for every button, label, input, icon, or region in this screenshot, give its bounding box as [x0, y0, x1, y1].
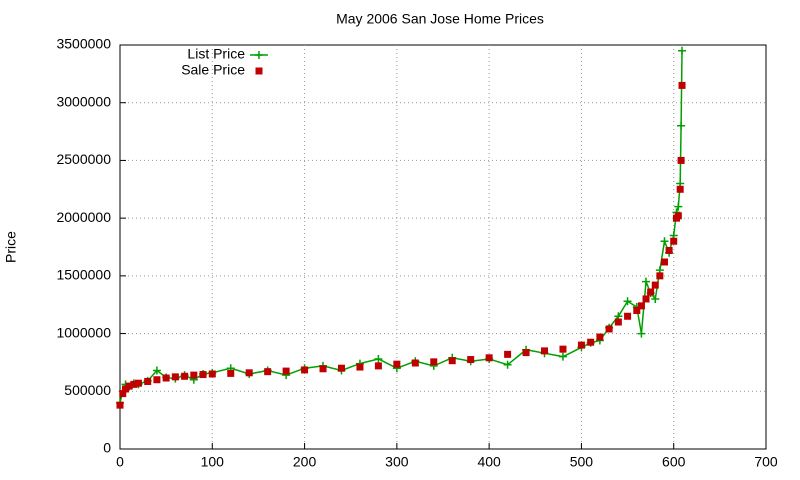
- point-marker: [559, 345, 567, 353]
- y-tick-label: 1000000: [56, 324, 111, 340]
- point-marker: [448, 357, 456, 365]
- point-marker: [623, 297, 632, 306]
- legend-marker: [255, 67, 263, 75]
- point-marker: [301, 366, 309, 374]
- point-marker: [467, 356, 475, 364]
- point-marker: [503, 360, 512, 369]
- point-marker: [541, 347, 549, 355]
- plot-frame: [119, 44, 767, 450]
- x-tick-label: 700: [754, 454, 778, 470]
- point-marker: [614, 318, 622, 326]
- point-marker: [642, 277, 651, 286]
- point-marker: [227, 369, 235, 377]
- point-marker: [171, 373, 179, 381]
- point-marker: [199, 371, 207, 379]
- point-marker: [642, 295, 650, 303]
- point-marker: [208, 370, 216, 378]
- point-marker: [116, 401, 124, 409]
- point-marker: [411, 359, 419, 367]
- point-marker: [130, 380, 138, 388]
- x-tick-label: 600: [662, 454, 686, 470]
- point-marker: [356, 363, 364, 371]
- point-marker: [660, 237, 669, 246]
- point-marker: [665, 246, 673, 254]
- point-marker: [587, 338, 595, 346]
- point-marker: [152, 366, 161, 375]
- x-tick-label: 200: [293, 454, 317, 470]
- point-marker: [485, 354, 493, 362]
- point-marker: [144, 377, 152, 385]
- point-marker: [558, 352, 567, 361]
- point-marker: [119, 390, 127, 398]
- y-tick-label: 3000000: [56, 93, 111, 109]
- point-marker: [319, 365, 327, 373]
- point-marker: [624, 312, 632, 320]
- point-marker: [122, 385, 130, 393]
- point-marker: [181, 372, 189, 380]
- series-line: [119, 50, 683, 404]
- point-marker: [651, 294, 660, 303]
- chart-title: May 2006 San Jose Home Prices: [336, 11, 544, 27]
- point-marker: [162, 374, 170, 382]
- point-marker: [670, 237, 678, 245]
- point-marker: [577, 341, 585, 349]
- point-marker: [337, 364, 345, 372]
- point-marker: [374, 362, 382, 370]
- point-marker: [637, 329, 646, 338]
- point-marker: [678, 81, 686, 89]
- legend-marker: [255, 51, 263, 59]
- point-marker: [125, 382, 133, 390]
- y-axis-label: Price: [3, 231, 19, 263]
- point-marker: [633, 306, 641, 314]
- point-marker: [637, 302, 645, 310]
- y-tick-label: 3500000: [56, 36, 111, 52]
- y-tick-label: 500000: [64, 382, 111, 398]
- legend-label: Sale Price: [181, 62, 245, 78]
- x-tick-label: 300: [385, 454, 409, 470]
- x-tick-label: 500: [570, 454, 594, 470]
- y-tick-label: 1500000: [56, 267, 111, 283]
- point-marker: [134, 379, 142, 387]
- point-marker: [677, 121, 686, 130]
- point-marker: [153, 376, 161, 384]
- x-tick-label: 100: [201, 454, 225, 470]
- point-marker: [504, 350, 512, 358]
- point-marker: [674, 202, 683, 211]
- point-marker: [393, 360, 401, 368]
- legend-label: List Price: [187, 46, 245, 62]
- point-marker: [264, 368, 272, 376]
- point-marker: [605, 325, 613, 333]
- point-marker: [656, 272, 664, 280]
- y-tick-label: 2500000: [56, 151, 111, 167]
- point-marker: [676, 185, 684, 193]
- point-marker: [651, 281, 659, 289]
- point-marker: [660, 258, 668, 266]
- point-marker: [678, 46, 687, 55]
- point-marker: [190, 371, 198, 379]
- y-tick-label: 0: [103, 440, 111, 456]
- point-marker: [374, 354, 383, 363]
- x-tick-label: 0: [116, 454, 124, 470]
- point-marker: [282, 367, 290, 375]
- point-marker: [430, 358, 438, 366]
- point-marker: [647, 288, 655, 296]
- point-marker: [596, 333, 604, 341]
- y-tick-label: 2000000: [56, 209, 111, 225]
- point-marker: [677, 156, 685, 164]
- point-marker: [245, 369, 253, 377]
- point-marker: [674, 212, 682, 220]
- x-tick-label: 400: [477, 454, 501, 470]
- point-marker: [522, 349, 530, 357]
